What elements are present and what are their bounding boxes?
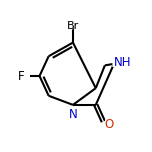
- Text: O: O: [105, 118, 114, 131]
- Text: F: F: [18, 69, 25, 83]
- Text: F: F: [16, 69, 26, 83]
- Text: N: N: [69, 107, 77, 121]
- Text: N: N: [67, 107, 79, 121]
- Text: O: O: [103, 117, 116, 132]
- Text: Br: Br: [67, 21, 79, 31]
- Text: NH: NH: [114, 56, 132, 69]
- Text: Br: Br: [64, 19, 82, 33]
- Text: NH: NH: [111, 55, 135, 70]
